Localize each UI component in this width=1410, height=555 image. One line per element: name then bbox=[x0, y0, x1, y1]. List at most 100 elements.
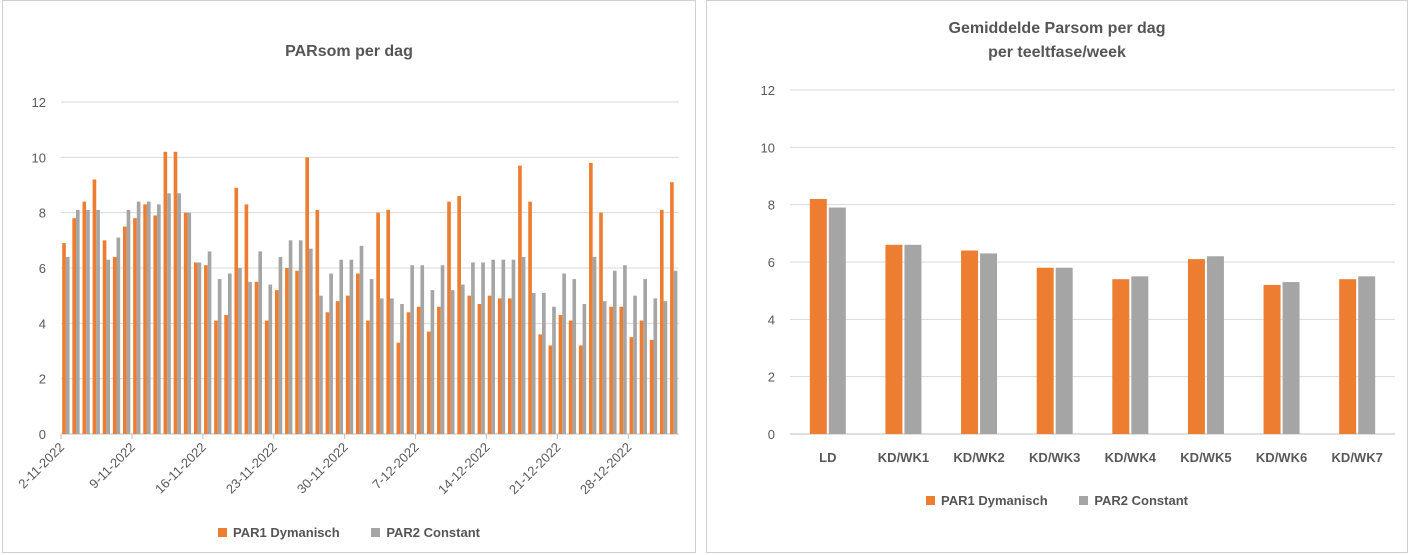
bar-dynamic bbox=[548, 345, 553, 434]
bar-dynamic bbox=[649, 339, 654, 434]
bar-dynamic bbox=[1263, 284, 1281, 434]
bar-constant bbox=[1358, 276, 1376, 434]
bar-dynamic bbox=[568, 320, 573, 434]
y-tick-label: 2 bbox=[768, 370, 775, 385]
bar-constant bbox=[288, 240, 293, 434]
bar-dynamic bbox=[274, 290, 279, 434]
bar-dynamic bbox=[416, 306, 421, 434]
x-tick-label: 30-11-2022 bbox=[294, 440, 351, 497]
y-tick-label: 8 bbox=[768, 198, 775, 213]
bar-dynamic bbox=[639, 320, 644, 434]
bar-constant bbox=[1055, 267, 1073, 434]
bar-dynamic bbox=[143, 204, 147, 434]
legend-label-dynamic: PAR1 Dymanisch bbox=[233, 525, 340, 540]
legend-item-dynamic: PAR1 Dymanisch bbox=[218, 525, 340, 540]
weekly-avg-par-bar-chart: 0 2 4 6 8 10 12 LD KD/WK1 KD/WK2 KD/WK3 KD/WK4 KD/WK… bbox=[761, 83, 1395, 465]
bar-constant bbox=[339, 259, 344, 434]
bar-constant bbox=[1206, 256, 1224, 434]
bar-constant bbox=[75, 209, 80, 434]
bar-dynamic bbox=[619, 306, 624, 434]
y-tick-label: 12 bbox=[32, 95, 46, 110]
bar-constant bbox=[904, 244, 922, 434]
bar-constant bbox=[268, 284, 273, 434]
bar-dynamic bbox=[366, 320, 370, 434]
y-tick-label: 2 bbox=[39, 372, 46, 387]
bar-dynamic bbox=[629, 337, 634, 434]
bar-constant bbox=[542, 292, 546, 434]
bar-dynamic bbox=[153, 215, 158, 434]
bar-constant bbox=[157, 204, 161, 434]
legend-label-dynamic: PAR1 Dymanisch bbox=[941, 493, 1048, 508]
bar-constant bbox=[96, 209, 100, 434]
x-category-label: KD/WK4 bbox=[1105, 450, 1157, 465]
x-tick-label: 9-11-2022 bbox=[86, 440, 138, 492]
x-tick-label: 2-11-2022 bbox=[15, 440, 67, 492]
y-tick-label: 6 bbox=[39, 261, 46, 276]
bar-constant bbox=[86, 209, 90, 434]
legend-item-dynamic: PAR1 Dymanisch bbox=[926, 493, 1048, 508]
bar-constant bbox=[430, 290, 435, 434]
bar-constant bbox=[177, 193, 181, 434]
bar-dynamic bbox=[1112, 279, 1130, 434]
bar-constant bbox=[612, 270, 617, 434]
bar-constant bbox=[65, 256, 70, 434]
weekly-avg-par-chart-panel: Gemiddelde Parsom per dag per teeltfase/… bbox=[706, 0, 1408, 553]
bar-dynamic bbox=[214, 320, 218, 434]
weekly-chart-title: Gemiddelde Parsom per dag bbox=[948, 20, 1166, 37]
bar-dynamic bbox=[345, 295, 350, 434]
bar-dynamic bbox=[538, 334, 543, 434]
bar-constant bbox=[828, 207, 846, 434]
bar-constant bbox=[390, 298, 394, 434]
x-category-label: KD/WK1 bbox=[878, 450, 929, 465]
y-tick-label: 0 bbox=[39, 427, 46, 442]
bar-constant bbox=[572, 279, 577, 434]
bar-constant bbox=[633, 295, 637, 434]
y-tick-label: 6 bbox=[768, 255, 775, 270]
bar-dynamic bbox=[305, 157, 310, 435]
bar-constant bbox=[116, 237, 121, 434]
bar-constant bbox=[521, 256, 526, 434]
legend-label-constant: PAR2 Constant bbox=[1094, 493, 1188, 508]
bar-constant bbox=[187, 212, 192, 434]
bar-constant bbox=[420, 265, 425, 434]
bar-constant bbox=[248, 281, 252, 434]
bar-dynamic bbox=[809, 198, 827, 434]
bar-dynamic bbox=[356, 273, 360, 434]
bar-constant bbox=[460, 284, 465, 434]
legend-label-constant: PAR2 Constant bbox=[386, 525, 480, 540]
daily-chart-title: PARsom per dag bbox=[285, 43, 413, 60]
bar-constant bbox=[623, 265, 627, 434]
x-category-label: LD bbox=[819, 450, 836, 465]
x-tick-label: 16-11-2022 bbox=[152, 440, 209, 497]
bar-dynamic bbox=[437, 306, 441, 434]
bar-dynamic bbox=[224, 315, 228, 434]
bar-constant bbox=[400, 303, 404, 434]
bar-dynamic bbox=[183, 212, 188, 434]
bar-dynamic bbox=[497, 298, 502, 434]
bar-constant bbox=[562, 273, 566, 434]
legend-swatch-constant bbox=[371, 528, 381, 537]
bar-dynamic bbox=[133, 218, 137, 434]
bar-dynamic bbox=[961, 250, 979, 434]
legend-item-constant: PAR2 Constant bbox=[371, 525, 480, 540]
bar-dynamic bbox=[1339, 279, 1357, 434]
bar-dynamic bbox=[325, 312, 330, 434]
bar-dynamic bbox=[193, 262, 198, 434]
legend-swatch-dynamic bbox=[218, 528, 228, 537]
y-tick-label: 12 bbox=[761, 83, 775, 98]
bar-dynamic bbox=[670, 182, 674, 434]
bar-dynamic bbox=[467, 295, 472, 434]
bar-dynamic bbox=[518, 165, 522, 434]
bar-constant bbox=[980, 253, 998, 434]
bar-constant bbox=[1131, 276, 1149, 434]
bar-constant bbox=[552, 306, 556, 434]
bar-dynamic bbox=[386, 209, 391, 434]
weekly-chart-subtitle: per teeltfase/week bbox=[988, 44, 1126, 61]
bar-constant bbox=[531, 292, 536, 434]
y-tick-label: 8 bbox=[39, 206, 46, 221]
bar-constant bbox=[663, 301, 668, 434]
bar-constant bbox=[602, 301, 607, 434]
bar-dynamic bbox=[659, 209, 664, 434]
bar-constant bbox=[298, 240, 303, 434]
bar-dynamic bbox=[447, 201, 451, 434]
